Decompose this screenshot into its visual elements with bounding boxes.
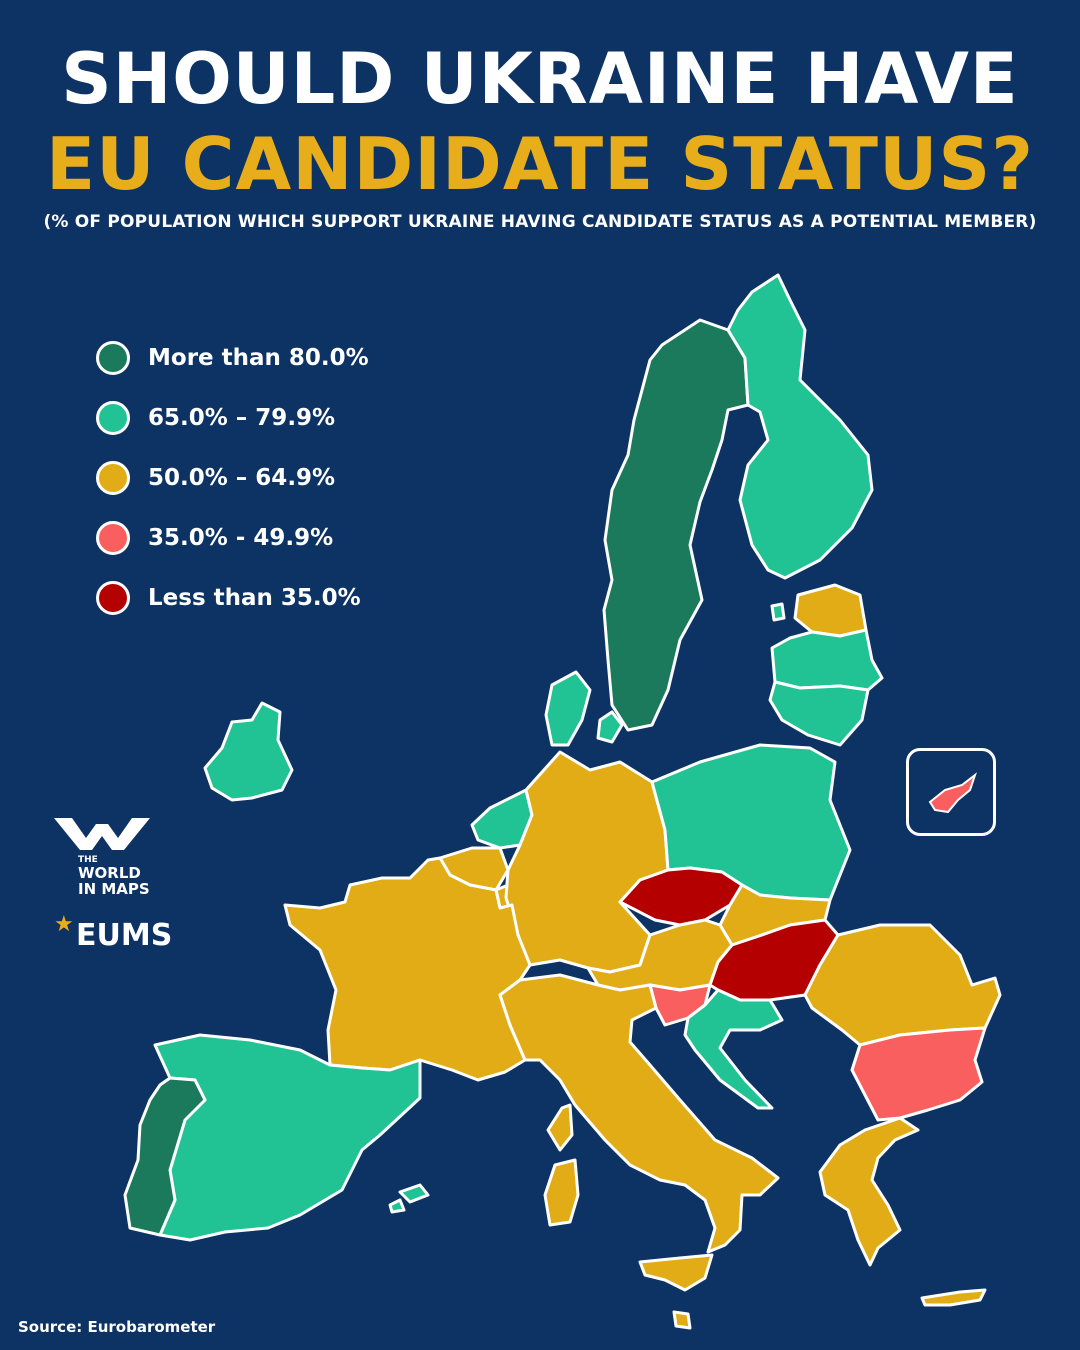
legend-item: Less than 35.0% <box>96 578 369 618</box>
legend-label: 50.0% – 64.9% <box>148 465 336 491</box>
country-greece <box>818 1116 920 1267</box>
legend-swatch <box>96 461 130 495</box>
country-italy-sardinia <box>543 1158 580 1227</box>
country-germany <box>504 750 670 974</box>
legend-swatch <box>96 401 130 435</box>
legend-item: 50.0% – 64.9% <box>96 458 369 498</box>
country-spain-balearics-2 <box>388 1198 406 1214</box>
country-finland <box>726 273 874 580</box>
country-ireland <box>203 701 294 802</box>
country-estonia <box>793 583 868 638</box>
cyprus-inset-frame <box>906 748 996 836</box>
world-in-maps-wordmark: THE WORLD IN MAPS <box>78 855 150 898</box>
wm-line-2: IN MAPS <box>78 880 150 898</box>
legend-swatch <box>96 521 130 555</box>
legend-item: More than 80.0% <box>96 338 369 378</box>
country-sweden-gotland <box>770 602 786 622</box>
country-lithuania <box>768 680 870 747</box>
wm-small-text: THE <box>78 855 98 865</box>
legend-swatch <box>96 341 130 375</box>
legend-item: 35.0% - 49.9% <box>96 518 369 558</box>
legend-label: 35.0% - 49.9% <box>148 525 334 551</box>
country-croatia <box>683 988 784 1110</box>
source-note: Source: Eurobarometer <box>18 1318 216 1336</box>
legend-label: More than 80.0% <box>148 345 369 371</box>
country-portugal <box>123 1076 207 1237</box>
title-line-2: EU CANDIDATE STATUS? <box>45 122 1035 206</box>
eums-logo: ★ EUMS <box>54 912 173 953</box>
country-spain-balearics <box>398 1183 430 1204</box>
country-bulgaria <box>850 1026 987 1122</box>
country-italy-sicily <box>638 1253 714 1292</box>
legend-item: 65.0% – 79.9% <box>96 398 369 438</box>
eums-text: EUMS <box>76 918 173 953</box>
country-italy <box>498 973 780 1254</box>
legend-label: Less than 35.0% <box>148 585 361 611</box>
legend: More than 80.0% 65.0% – 79.9% 50.0% – 64… <box>96 338 369 638</box>
legend-swatch <box>96 581 130 615</box>
country-romania <box>803 923 1002 1047</box>
country-denmark <box>544 670 592 747</box>
title-line-1: SHOULD UKRAINE HAVE <box>61 38 1019 120</box>
star-icon: ★ <box>54 912 74 937</box>
country-malta <box>672 1310 692 1330</box>
country-france <box>283 856 532 1082</box>
world-in-maps-logo-icon <box>54 818 150 850</box>
subtitle: (% OF POPULATION WHICH SUPPORT UKRAINE H… <box>43 212 1037 232</box>
country-france-corsica <box>546 1103 574 1152</box>
country-greece-crete <box>920 1288 987 1307</box>
legend-label: 65.0% – 79.9% <box>148 405 336 431</box>
country-sweden <box>602 318 750 732</box>
country-cyprus <box>928 772 977 814</box>
wm-line-1: WORLD <box>78 864 141 882</box>
country-denmark-island <box>596 710 624 744</box>
country-latvia <box>770 628 884 692</box>
